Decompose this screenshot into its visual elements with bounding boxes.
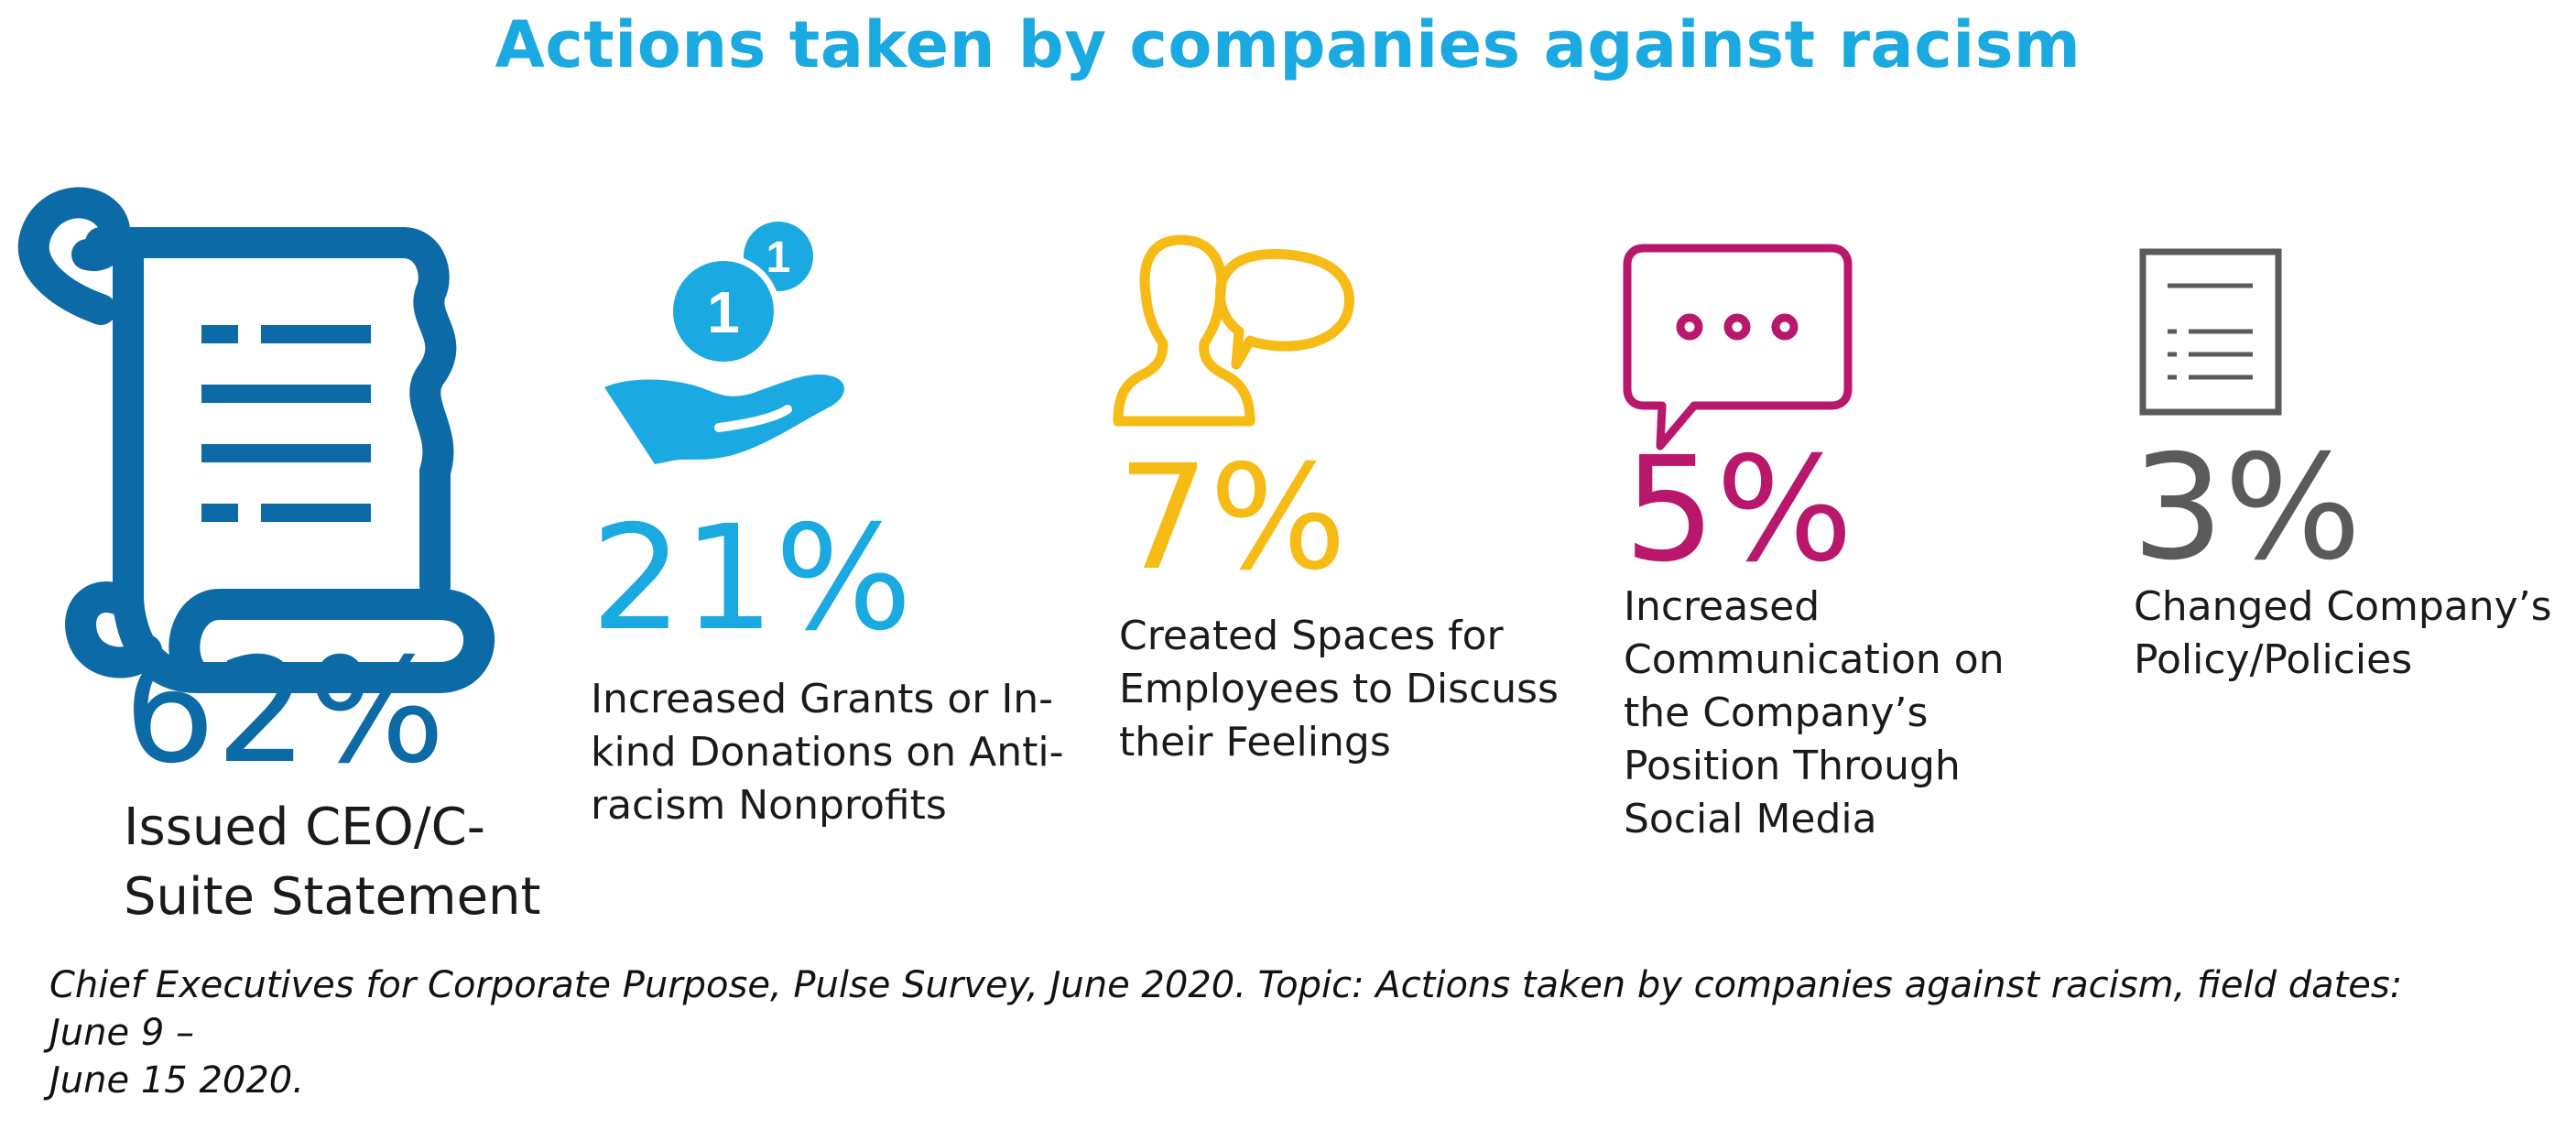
policy-label: Changed Company’s Policy/Policies <box>2134 583 2552 683</box>
svg-text:1: 1 <box>707 279 740 345</box>
grants-label: Increased Grants or In- kind Donations o… <box>591 676 1064 829</box>
donation-hand-coins-icon: 1 1 <box>604 222 844 464</box>
chat-bubble-icon <box>1623 244 1853 451</box>
scroll-icon <box>17 187 495 693</box>
source-note: Chief Executives for Corporate Purpose, … <box>49 964 2403 1102</box>
policy-percent: 3% <box>2132 424 2362 592</box>
ceo-statement-label: Issued CEO/C- Suite Statement <box>124 798 541 927</box>
spaces-label: Created Spaces for Employees to Discuss … <box>1119 613 1559 765</box>
spaces-percent: 7% <box>1117 434 1347 603</box>
svg-text:1: 1 <box>766 233 791 282</box>
communication-label: Increased Communication on the Company’s… <box>1624 583 2005 842</box>
ceo-statement-percent: 62% <box>124 627 446 796</box>
page-title: Actions taken by companies against racis… <box>495 7 2081 82</box>
person-speech-bubble-icon <box>1113 234 1354 427</box>
document-list-icon <box>2139 248 2282 416</box>
communication-percent: 5% <box>1624 426 1853 594</box>
grants-percent: 21% <box>591 494 913 663</box>
